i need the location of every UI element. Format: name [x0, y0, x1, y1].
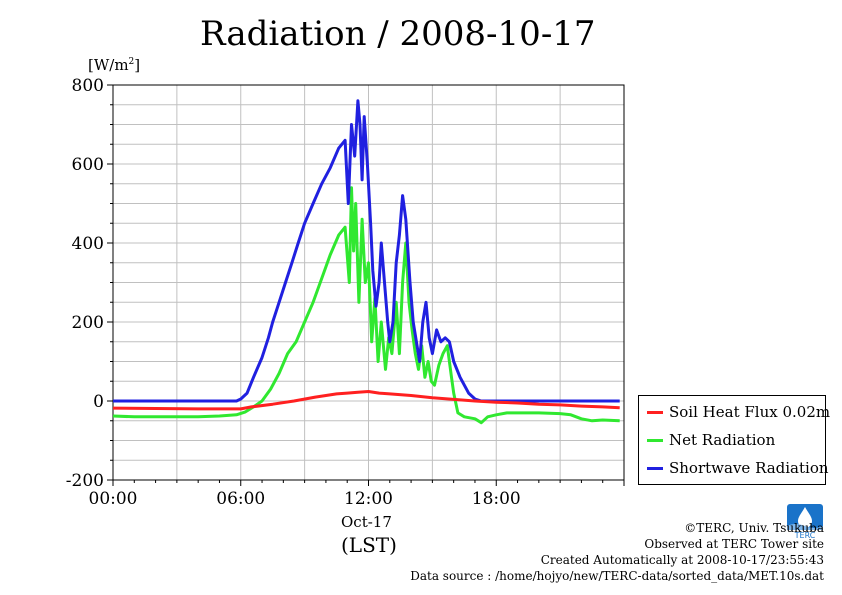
y-tick-label: 200: [72, 313, 104, 333]
credit-source: Data source : /home/hojyo/new/TERC-data/…: [410, 569, 824, 583]
legend-item-soil-heat-flux: Soil Heat Flux 0.02m: [647, 401, 830, 423]
legend-swatch-shortwave: [647, 466, 663, 470]
terc-logo: TERC: [787, 504, 823, 540]
legend-swatch-net: [647, 438, 663, 442]
credit-copyright: ©TERC, Univ. Tsukuba: [684, 521, 824, 535]
legend-item-shortwave-radiation: Shortwave Radiation: [647, 457, 829, 479]
y-tick-label: 800: [72, 76, 104, 96]
credit-created: Created Automatically at 2008-10-17/23:5…: [540, 553, 824, 567]
legend-swatch-soil: [647, 410, 663, 414]
y-tick-label: 400: [72, 234, 104, 254]
y-axis-unit: [W/m2]: [88, 56, 141, 74]
legend-item-net-radiation: Net Radiation: [647, 429, 775, 451]
x-tick-label: 06:00: [216, 489, 265, 509]
y-tick-label: 600: [72, 155, 104, 175]
y-tick-label: -200: [66, 471, 104, 491]
y-tick-label: 0: [93, 392, 104, 412]
logo-text: TERC: [794, 531, 816, 540]
x-tick-label: 12:00: [344, 489, 393, 509]
x-axis-date-label: Oct-17: [341, 513, 392, 531]
x-axis-label: (LST): [341, 533, 397, 557]
chart-legend: Soil Heat Flux 0.02m Net Radiation Short…: [638, 395, 830, 485]
series-shortwave-radiation-line: [113, 99, 620, 403]
x-tick-label: 00:00: [89, 489, 138, 509]
x-tick-label: 18:00: [472, 489, 521, 509]
series-net-radiation-line: [113, 186, 620, 425]
series-soil-heat-flux-line: [113, 390, 620, 411]
credit-site: Observed at TERC Tower site: [644, 537, 824, 551]
chart-title: Radiation / 2008-10-17: [200, 14, 596, 54]
credits-block: ©TERC, Univ. Tsukuba Observed at TERC To…: [410, 520, 824, 584]
